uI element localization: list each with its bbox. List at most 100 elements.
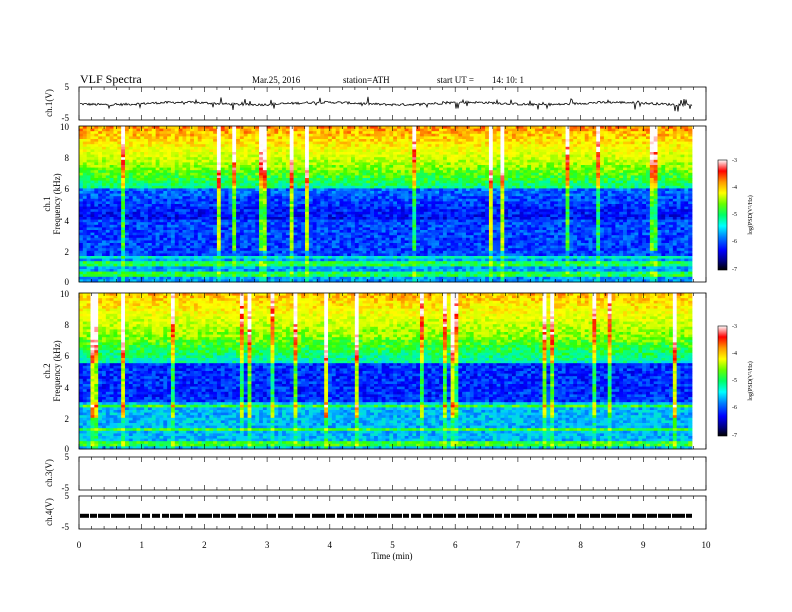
spectrogram-cell xyxy=(117,154,122,158)
spectrogram-cell xyxy=(607,136,612,140)
spectrogram-cell xyxy=(266,196,271,200)
spectrogram-cell xyxy=(312,196,317,200)
spectrogram-cell xyxy=(301,144,306,148)
spectrogram-cell xyxy=(423,185,429,189)
spectrogram-cell xyxy=(144,136,149,140)
spectrogram-cell xyxy=(370,170,375,174)
spectrogram-cell xyxy=(193,180,199,184)
spectrogram-cell xyxy=(220,128,225,132)
spectrogram-cell xyxy=(262,146,268,150)
spectrogram-cell xyxy=(366,193,371,197)
spectrogram-cell xyxy=(488,133,494,137)
spectrogram-cell xyxy=(404,178,409,181)
spectrogram-cell xyxy=(473,139,478,142)
spectrogram-cell xyxy=(347,188,352,192)
spectrogram-cell xyxy=(362,165,367,168)
spectrogram-cell xyxy=(600,136,605,140)
spectrogram-cell xyxy=(404,180,409,184)
spectrogram-cell xyxy=(320,157,325,161)
spectrogram-cell xyxy=(389,196,394,200)
spectrogram-cell xyxy=(255,149,260,153)
spectrogram-cell xyxy=(450,165,455,168)
spectrogram-cell xyxy=(488,183,494,187)
spectrogram-cell xyxy=(523,191,528,194)
spectrogram-cell xyxy=(266,193,271,197)
spectrogram-cell xyxy=(312,144,317,148)
spectrogram-cell xyxy=(657,196,662,200)
spectrogram-cell xyxy=(442,141,448,145)
spectrogram-cell xyxy=(251,204,256,207)
spectrogram-cell xyxy=(396,139,402,142)
spectrogram-cell xyxy=(193,133,199,137)
spectrogram-cell xyxy=(320,172,325,176)
spectrogram-cell xyxy=(416,175,421,179)
spectrogram-cell xyxy=(546,172,551,176)
spectrogram-cell xyxy=(646,201,651,205)
spectrogram-cell xyxy=(358,154,363,158)
spectrogram-cell xyxy=(98,162,103,166)
spectrogram-cell xyxy=(657,193,662,197)
spectrogram-cell xyxy=(657,183,662,187)
spectrogram-cell xyxy=(393,178,398,181)
spectrogram-cell xyxy=(354,144,360,148)
spectrogram-cell xyxy=(301,172,306,176)
spectrogram-cell xyxy=(232,196,237,200)
spectrogram-cell xyxy=(289,172,294,176)
spectrogram-cell xyxy=(515,133,520,137)
spectrogram-cell xyxy=(377,180,383,184)
spectrogram-cell xyxy=(351,133,356,137)
spectrogram-cell xyxy=(412,128,417,132)
spectrogram-cell xyxy=(224,131,229,135)
spectrogram-cell xyxy=(98,185,103,189)
spectrogram-cell xyxy=(236,170,241,174)
spectrogram-cell xyxy=(550,139,555,142)
spectrogram-cell xyxy=(140,206,145,210)
spectrogram-cell xyxy=(282,131,287,135)
spectrogram-cell xyxy=(178,154,183,158)
spectrogram-cell xyxy=(565,183,570,187)
spectrogram-cell xyxy=(86,172,91,176)
spectrogram-cell xyxy=(519,172,524,176)
spectrogram-cell xyxy=(201,167,206,171)
spectrogram-cell xyxy=(266,178,271,181)
spectrogram-cell xyxy=(600,141,605,145)
spectrogram-cell xyxy=(90,193,95,197)
spectrogram-cell xyxy=(239,141,245,145)
spectrogram-cell xyxy=(278,170,283,174)
spectrogram-cell xyxy=(435,175,440,179)
spectrogram-cell xyxy=(527,193,532,197)
spectrogram-cell xyxy=(239,128,245,132)
spectrogram-cell xyxy=(201,196,206,200)
spectrogram-cell xyxy=(462,183,467,187)
spectrogram-cell xyxy=(109,206,114,210)
spectrogram-cell xyxy=(312,201,317,205)
spectrogram-cell xyxy=(174,178,180,181)
spectrogram-cell xyxy=(600,175,605,179)
spectrogram-cell xyxy=(312,185,317,189)
spectrogram-cell xyxy=(370,149,375,153)
spectrogram-cell xyxy=(347,141,352,145)
spectrogram-cell xyxy=(661,178,666,181)
spectrogram-cell xyxy=(642,141,647,145)
spectrogram-cell xyxy=(86,185,91,189)
spectrogram-cell xyxy=(580,175,586,179)
spectrogram-cell xyxy=(105,170,111,174)
spectrogram-cell xyxy=(297,191,302,194)
spectrogram-cell xyxy=(630,128,635,132)
spectrogram-cell xyxy=(239,180,245,184)
spectrogram-cell xyxy=(646,154,651,158)
spectrogram-cell xyxy=(504,131,509,135)
spectrogram-cell xyxy=(308,159,314,163)
spectrogram-cell xyxy=(458,204,463,207)
spectrogram-cell xyxy=(90,196,95,200)
spectrogram-cell xyxy=(132,204,137,207)
spectrogram-cell xyxy=(243,188,248,192)
spectrogram-cell xyxy=(140,146,145,150)
spectrogram-cell xyxy=(94,206,99,210)
spectrogram-cell xyxy=(393,157,398,161)
spectrogram-cell xyxy=(182,136,187,140)
spectrogram-cell xyxy=(669,193,674,197)
spectrogram-cell xyxy=(465,141,471,145)
spectrogram-cell xyxy=(147,178,153,181)
spectrogram-cell xyxy=(473,188,478,192)
